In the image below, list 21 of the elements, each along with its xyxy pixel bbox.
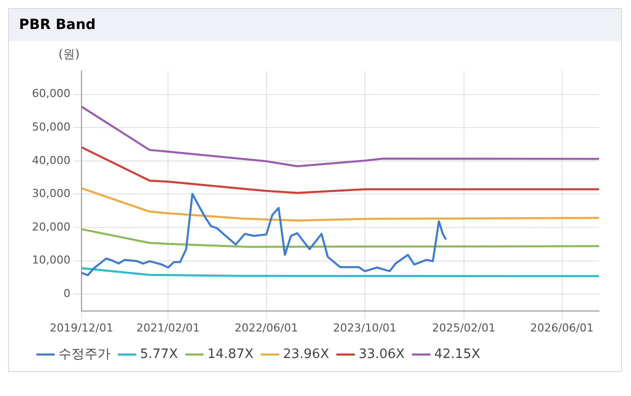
y-tick-label: 20,000 — [32, 220, 70, 234]
legend-label: 42.15X — [434, 346, 480, 362]
x-tick-label: 2026/06/01 — [530, 321, 594, 334]
y-tick-label: 40,000 — [32, 154, 70, 167]
legend-label: 23.96X — [282, 346, 330, 362]
y-tick-label: 10,000 — [32, 254, 70, 267]
x-tick-label: 2019/12/01 — [50, 321, 114, 334]
legend-label: 수정주가 — [58, 346, 110, 362]
y-axis-title: (원) — [58, 47, 80, 62]
chart-title: PBR Band — [9, 9, 621, 41]
x-tick-label: 2021/02/01 — [136, 321, 200, 334]
legend-label: 14.87X — [207, 346, 254, 362]
y-tick-label: 50,000 — [32, 120, 70, 134]
legend-label: 5.77X — [140, 346, 178, 362]
y-tick-label: 60,000 — [32, 87, 70, 100]
legend-label: 33.06X — [358, 346, 405, 362]
y-tick-label: 30,000 — [32, 187, 70, 200]
x-tick-label: 2023/10/01 — [333, 321, 397, 334]
y-tick-label: 0 — [63, 287, 70, 300]
x-tick-label: 2022/06/01 — [234, 321, 298, 334]
x-tick-label: 2025/02/01 — [432, 321, 496, 334]
